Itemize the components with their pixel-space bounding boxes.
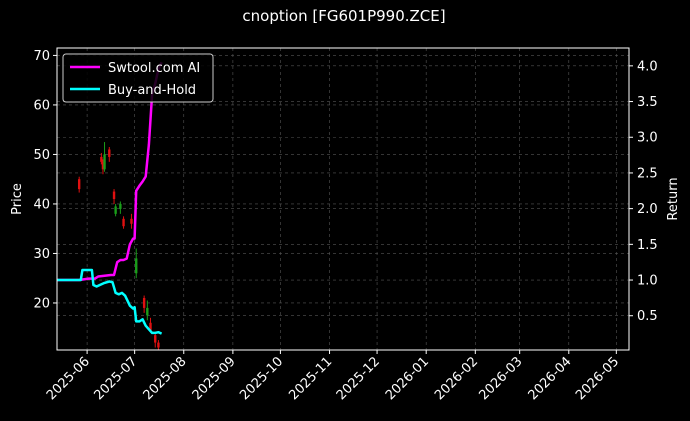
y-axis-left: 20 30 40 50 60 70 — [33, 49, 57, 311]
chart-title: cnoption [FG601P990.ZCE] — [242, 7, 445, 25]
grid-layer — [57, 48, 629, 350]
candle-body — [103, 154, 106, 170]
candle-body — [149, 322, 152, 331]
y-tick-label: 40 — [33, 197, 50, 212]
legend-box — [62, 53, 214, 103]
series-line-1 — [57, 268, 163, 335]
candle-body — [119, 203, 122, 209]
series-layer — [57, 61, 163, 335]
y-axis-right: 0.5 1.0 1.5 2.0 2.5 3.0 3.5 4.0 — [629, 59, 658, 324]
candle-body — [154, 335, 157, 343]
y2-tick-label: 3.0 — [637, 131, 658, 146]
series-line-0 — [57, 61, 163, 282]
y2-tick-label: 1.0 — [637, 274, 658, 289]
candle-body — [135, 258, 138, 274]
candle-body — [101, 161, 105, 170]
y2-tick-label: 2.5 — [637, 166, 658, 181]
y2-tick-label: 2.0 — [637, 202, 658, 217]
candle-body — [157, 342, 160, 348]
y-tick-label: 50 — [33, 148, 50, 163]
candle-body — [130, 218, 133, 224]
candlestick-layer — [77, 142, 160, 350]
candle-body — [112, 191, 116, 199]
candle-body — [100, 156, 103, 162]
y-tick-label: 70 — [33, 49, 50, 64]
y-axis-label: Price — [10, 183, 25, 215]
legend: Swtool.com AI Buy-and-Hold — [62, 53, 214, 103]
candle-body — [114, 206, 117, 214]
y2-tick-label: 4.0 — [637, 59, 658, 74]
y2-axis-label: Return — [666, 177, 681, 220]
y-tick-label: 60 — [33, 98, 50, 113]
candle-body — [142, 298, 146, 308]
y2-tick-label: 1.5 — [637, 238, 658, 253]
candle-body — [146, 307, 149, 316]
candle-body — [77, 179, 81, 190]
legend-label-swtool: Swtool.com AI — [108, 61, 200, 76]
plot-frame — [56, 47, 630, 351]
candle-body — [108, 149, 111, 157]
y2-tick-label: 0.5 — [637, 309, 658, 324]
y-tick-label: 20 — [33, 296, 50, 311]
y2-tick-label: 3.5 — [637, 95, 658, 110]
y-tick-label: 30 — [33, 247, 50, 262]
legend-label-buy-and-hold: Buy-and-Hold — [108, 83, 196, 98]
candle-body — [122, 218, 125, 227]
